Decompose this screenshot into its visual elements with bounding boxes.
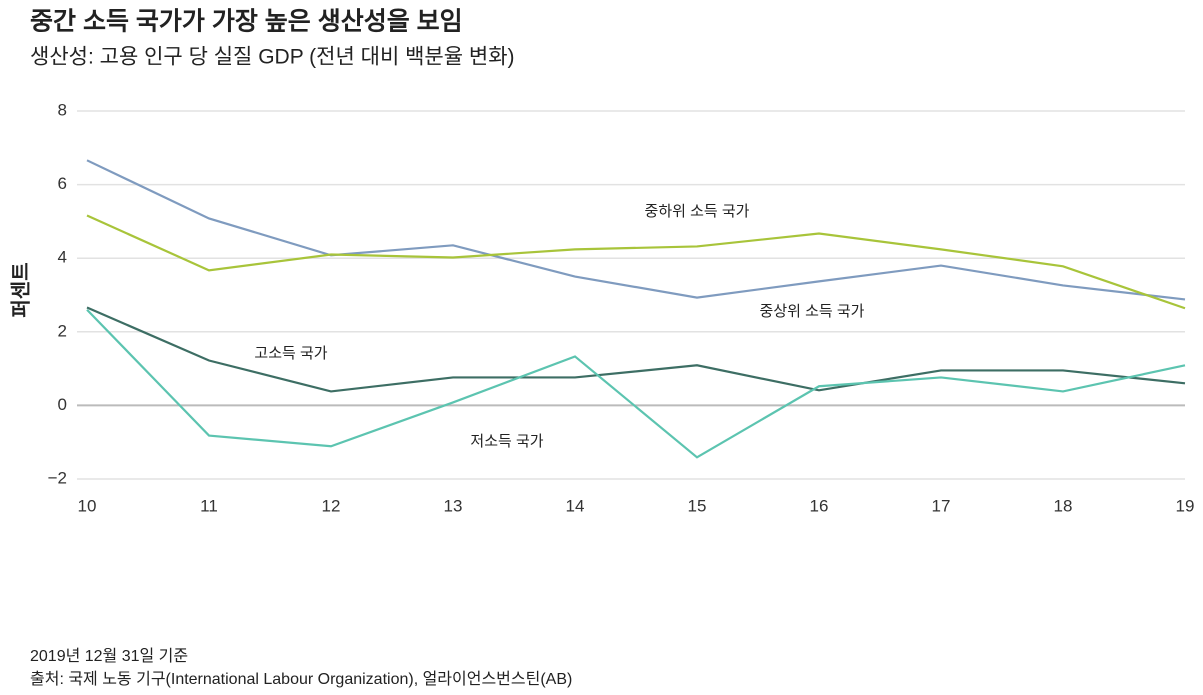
y-tick-label: 8: [58, 100, 67, 119]
series-line: [86, 308, 1186, 459]
y-tick-label: 2: [58, 321, 67, 340]
series-label: 중하위 소득 국가: [645, 203, 750, 220]
series-line: [86, 159, 1186, 301]
series-label: 저소득 국가: [470, 433, 543, 450]
x-tick-label: 16: [810, 496, 829, 515]
note: 2019년 12월 31일 기준: [30, 647, 188, 665]
chart-title: 중간 소득 국가가 가장 높은 생산성을 보임: [30, 8, 463, 36]
x-tick-label: 11: [200, 496, 218, 515]
x-tick-label: 13: [444, 496, 463, 515]
x-tick-label: 17: [932, 496, 951, 515]
series-line: [86, 214, 1186, 310]
x-tick-label: 12: [322, 496, 341, 515]
x-tick-label: 15: [688, 496, 707, 515]
series-label: 고소득 국가: [254, 345, 327, 362]
y-tick-label: 6: [58, 174, 67, 193]
y-tick-label: 0: [58, 395, 67, 414]
y-tick-label: 4: [58, 248, 67, 267]
y-axis-label: 퍼센트: [9, 262, 32, 317]
y-tick-label: −2: [48, 468, 67, 487]
series-label: 중상위 소득 국가: [760, 303, 865, 320]
series-line: [86, 306, 1186, 393]
x-tick-label: 10: [78, 496, 97, 515]
x-tick-label: 18: [1054, 496, 1073, 515]
x-tick-label: 19: [1176, 496, 1195, 515]
x-tick-label: 14: [566, 496, 585, 515]
chart-subtitle: 생산성: 고용 인구 당 실질 GDP (전년 대비 백분율 변화): [30, 46, 515, 69]
note: 출처: 국제 노동 기구(International Labour Organi…: [30, 670, 572, 688]
